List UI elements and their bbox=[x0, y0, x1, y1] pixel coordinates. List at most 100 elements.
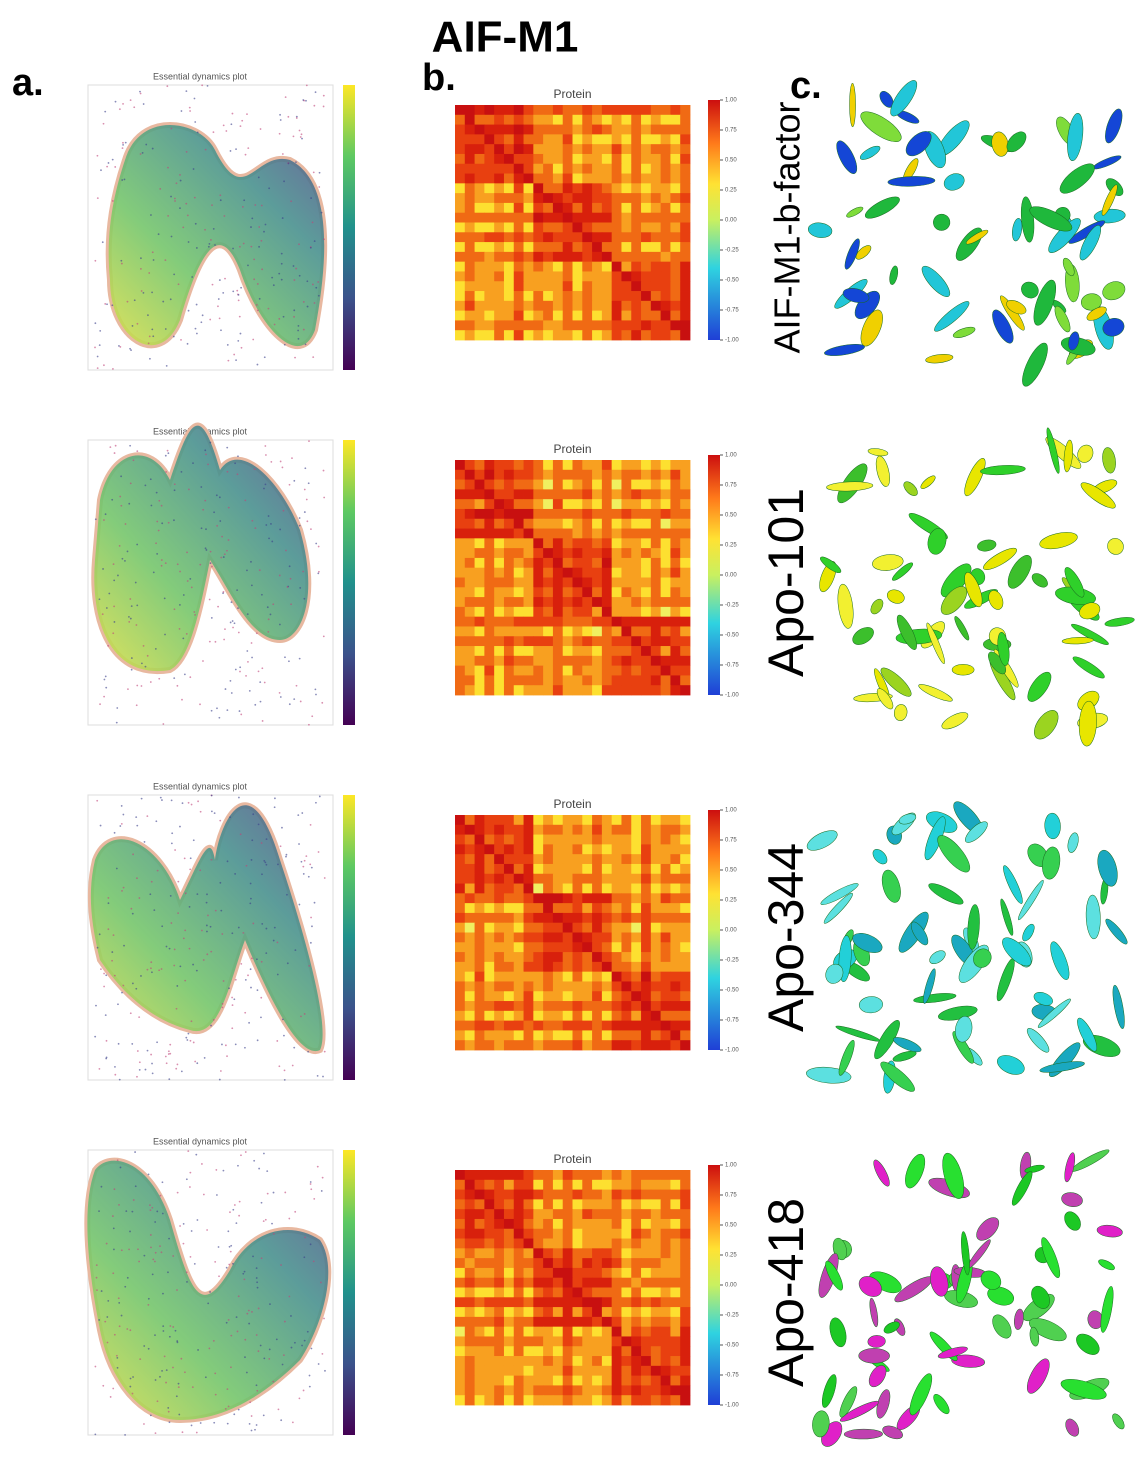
trajectory-point bbox=[244, 1339, 246, 1341]
matrix-cell bbox=[680, 193, 690, 203]
trajectory-point bbox=[120, 1167, 122, 1169]
trajectory-point bbox=[289, 484, 291, 486]
matrix-cell bbox=[465, 460, 475, 470]
matrix-cell bbox=[573, 1248, 583, 1258]
matrix-cell bbox=[504, 1336, 514, 1346]
matrix-cell bbox=[543, 203, 553, 213]
matrix-cell bbox=[641, 991, 651, 1001]
trajectory-point bbox=[317, 281, 319, 283]
trajectory-point bbox=[246, 650, 248, 652]
matrix-cell bbox=[573, 626, 583, 636]
trajectory-point bbox=[214, 1261, 216, 1263]
matrix-cell bbox=[641, 291, 651, 301]
trajectory-point bbox=[294, 357, 296, 359]
matrix-cell bbox=[524, 942, 534, 952]
matrix-cell bbox=[670, 587, 680, 597]
matrix-cell bbox=[494, 578, 504, 588]
matrix-cell bbox=[602, 1268, 612, 1278]
matrix-cell bbox=[661, 1030, 671, 1040]
matrix-cell bbox=[651, 597, 661, 607]
matrix-cell bbox=[455, 1317, 465, 1327]
trajectory-point bbox=[157, 870, 159, 872]
matrix-cell bbox=[484, 460, 494, 470]
trajectory-point bbox=[248, 1022, 250, 1024]
matrix-cell bbox=[455, 933, 465, 943]
trajectory-point bbox=[260, 1016, 262, 1018]
trajectory-point bbox=[192, 1386, 194, 1388]
matrix-cell bbox=[612, 311, 622, 321]
matrix-cell bbox=[553, 864, 563, 874]
matrix-cell bbox=[651, 1268, 661, 1278]
matrix-cell bbox=[602, 636, 612, 646]
trajectory-point bbox=[285, 550, 287, 552]
matrix-cell bbox=[553, 252, 563, 262]
matrix-cell bbox=[670, 164, 680, 174]
matrix-cell bbox=[504, 874, 514, 884]
matrix-cell bbox=[475, 301, 485, 311]
matrix-cell bbox=[553, 529, 563, 539]
matrix-cell bbox=[612, 1239, 622, 1249]
matrix-cell bbox=[543, 489, 553, 499]
matrix-cell bbox=[465, 1376, 475, 1386]
matrix-cell bbox=[465, 1011, 475, 1021]
matrix-cell bbox=[475, 480, 485, 490]
trajectory-point bbox=[279, 114, 281, 116]
trajectory-point bbox=[213, 1340, 215, 1342]
trajectory-point bbox=[244, 1356, 246, 1358]
matrix-cell bbox=[680, 1190, 690, 1200]
matrix-cell bbox=[504, 330, 514, 340]
trajectory-point bbox=[263, 231, 265, 233]
matrix-cell bbox=[475, 460, 485, 470]
trajectory-point bbox=[181, 110, 183, 112]
matrix-cell bbox=[621, 1346, 631, 1356]
matrix-cell bbox=[514, 548, 524, 558]
matrix-cell bbox=[524, 578, 534, 588]
trajectory-point bbox=[315, 287, 317, 289]
trajectory-point bbox=[304, 489, 306, 491]
protein-ribbon bbox=[1013, 1308, 1025, 1330]
protein-ribbon bbox=[926, 880, 965, 908]
trajectory-point bbox=[294, 1342, 296, 1344]
matrix-cell bbox=[573, 134, 583, 144]
trajectory-point bbox=[150, 967, 152, 969]
matrix-cell bbox=[651, 972, 661, 982]
trajectory-point bbox=[278, 1408, 280, 1410]
matrix-cell bbox=[514, 125, 524, 135]
matrix-cell bbox=[631, 320, 641, 330]
trajectory-point bbox=[233, 1413, 235, 1415]
trajectory-point bbox=[303, 1256, 305, 1258]
matrix-cell bbox=[592, 548, 602, 558]
trajectory-point bbox=[251, 217, 253, 219]
matrix-cell bbox=[592, 972, 602, 982]
matrix-cell bbox=[504, 1317, 514, 1327]
matrix-cell bbox=[582, 636, 592, 646]
trajectory-point bbox=[249, 902, 251, 904]
matrix-cell bbox=[612, 1327, 622, 1337]
matrix-cell bbox=[465, 1001, 475, 1011]
matrix-cell bbox=[543, 1219, 553, 1229]
matrix-cell bbox=[504, 991, 514, 1001]
matrix-cell bbox=[602, 1040, 612, 1050]
matrix-cell bbox=[563, 617, 573, 627]
matrix-cell bbox=[484, 636, 494, 646]
protein-ribbon bbox=[906, 1371, 936, 1418]
matrix-cell bbox=[475, 1239, 485, 1249]
matrix-cell bbox=[582, 1199, 592, 1209]
matrix-cell bbox=[592, 1376, 602, 1386]
density-fill bbox=[94, 426, 308, 671]
trajectory-point bbox=[271, 541, 273, 543]
matrix-cell bbox=[455, 1040, 465, 1050]
matrix-cell bbox=[524, 933, 534, 943]
matrix-cell bbox=[543, 1040, 553, 1050]
trajectory-point bbox=[148, 1298, 150, 1300]
matrix-cell bbox=[563, 470, 573, 480]
trajectory-point bbox=[161, 1251, 163, 1253]
matrix-cell bbox=[621, 903, 631, 913]
trajectory-point bbox=[103, 973, 105, 975]
matrix-cell bbox=[455, 903, 465, 913]
trajectory-point bbox=[280, 1264, 282, 1266]
protein-ribbon bbox=[826, 481, 873, 492]
matrix-cell bbox=[514, 835, 524, 845]
matrix-cell bbox=[494, 874, 504, 884]
trajectory-point bbox=[281, 279, 283, 281]
